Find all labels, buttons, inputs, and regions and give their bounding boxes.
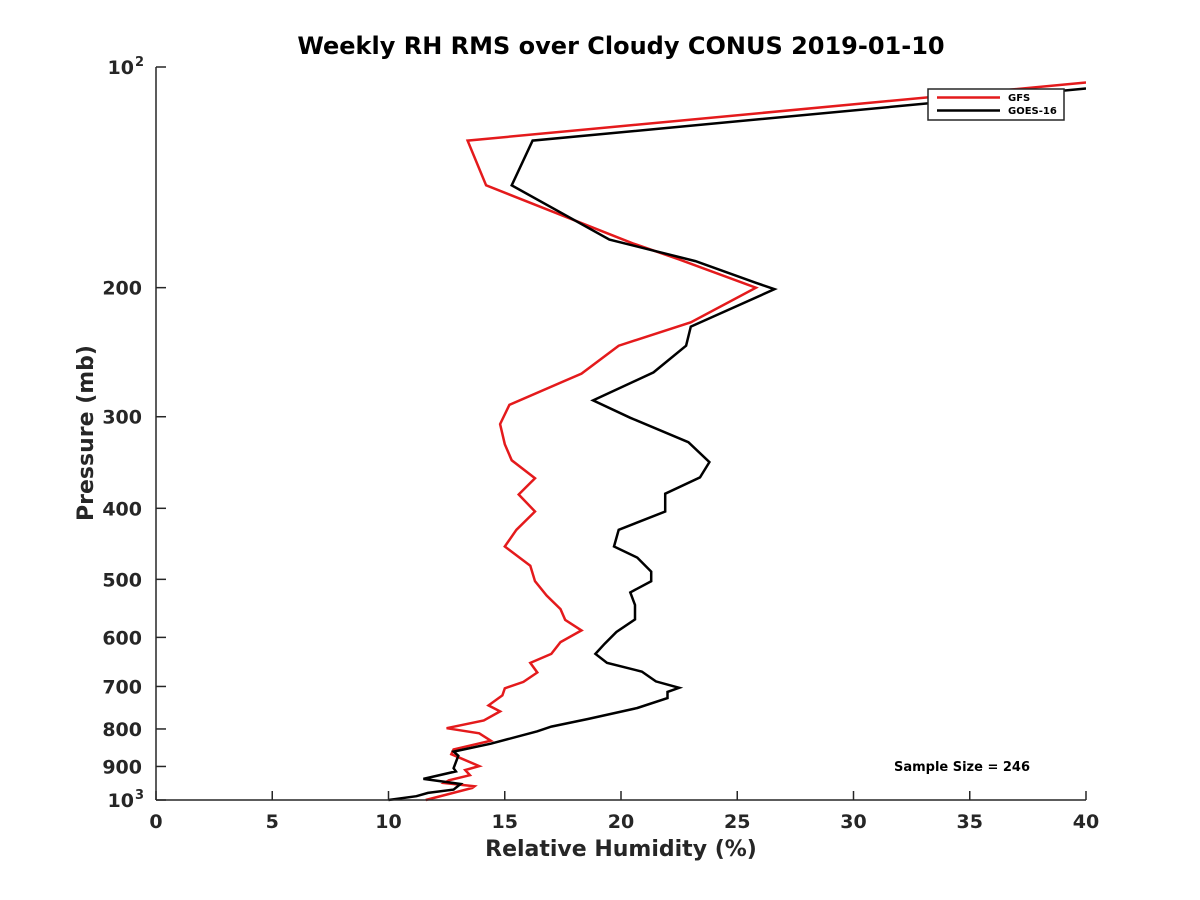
y-tick-label: 10 [108,790,134,812]
legend-label-gfs: GFS [1008,93,1030,104]
y-tick-label: 700 [102,676,142,698]
y-axis-label: Pressure (mb) [74,345,99,521]
series-layer [388,81,1086,802]
x-tick-label: 30 [840,811,866,833]
y-tick-label: 10 [108,57,134,79]
series-line-goes16 [388,87,1086,802]
y-tick-label: 400 [102,498,142,520]
y-tick-label: 800 [102,719,142,741]
legend-label-goes16: GOES-16 [1008,106,1057,117]
x-tick-label: 5 [266,811,279,833]
x-tick-label: 10 [375,811,401,833]
sample-size-annotation: Sample Size = 246 [894,760,1030,775]
x-tick-label: 0 [149,811,162,833]
x-tick-label: 15 [492,811,518,833]
x-axis-label: Relative Humidity (%) [485,837,757,862]
series-line-gfs [425,81,1086,802]
legend-box [927,88,1065,121]
y-tick-label: 300 [102,407,142,429]
y-tick-label: 500 [102,569,142,591]
y-tick-label: 900 [102,756,142,778]
x-tick-label: 20 [608,811,634,833]
x-tick-label: 25 [724,811,750,833]
y-tick-exponent: 3 [135,788,144,803]
y-tick-exponent: 2 [135,55,144,70]
y-tick-label: 600 [102,627,142,649]
chart-title: Weekly RH RMS over Cloudy CONUS 2019-01-… [297,32,944,60]
x-tick-label: 40 [1073,811,1099,833]
legend: GFS GOES-16 [927,88,1065,121]
y-tick-label: 200 [102,278,142,300]
x-tick-label: 35 [957,811,983,833]
